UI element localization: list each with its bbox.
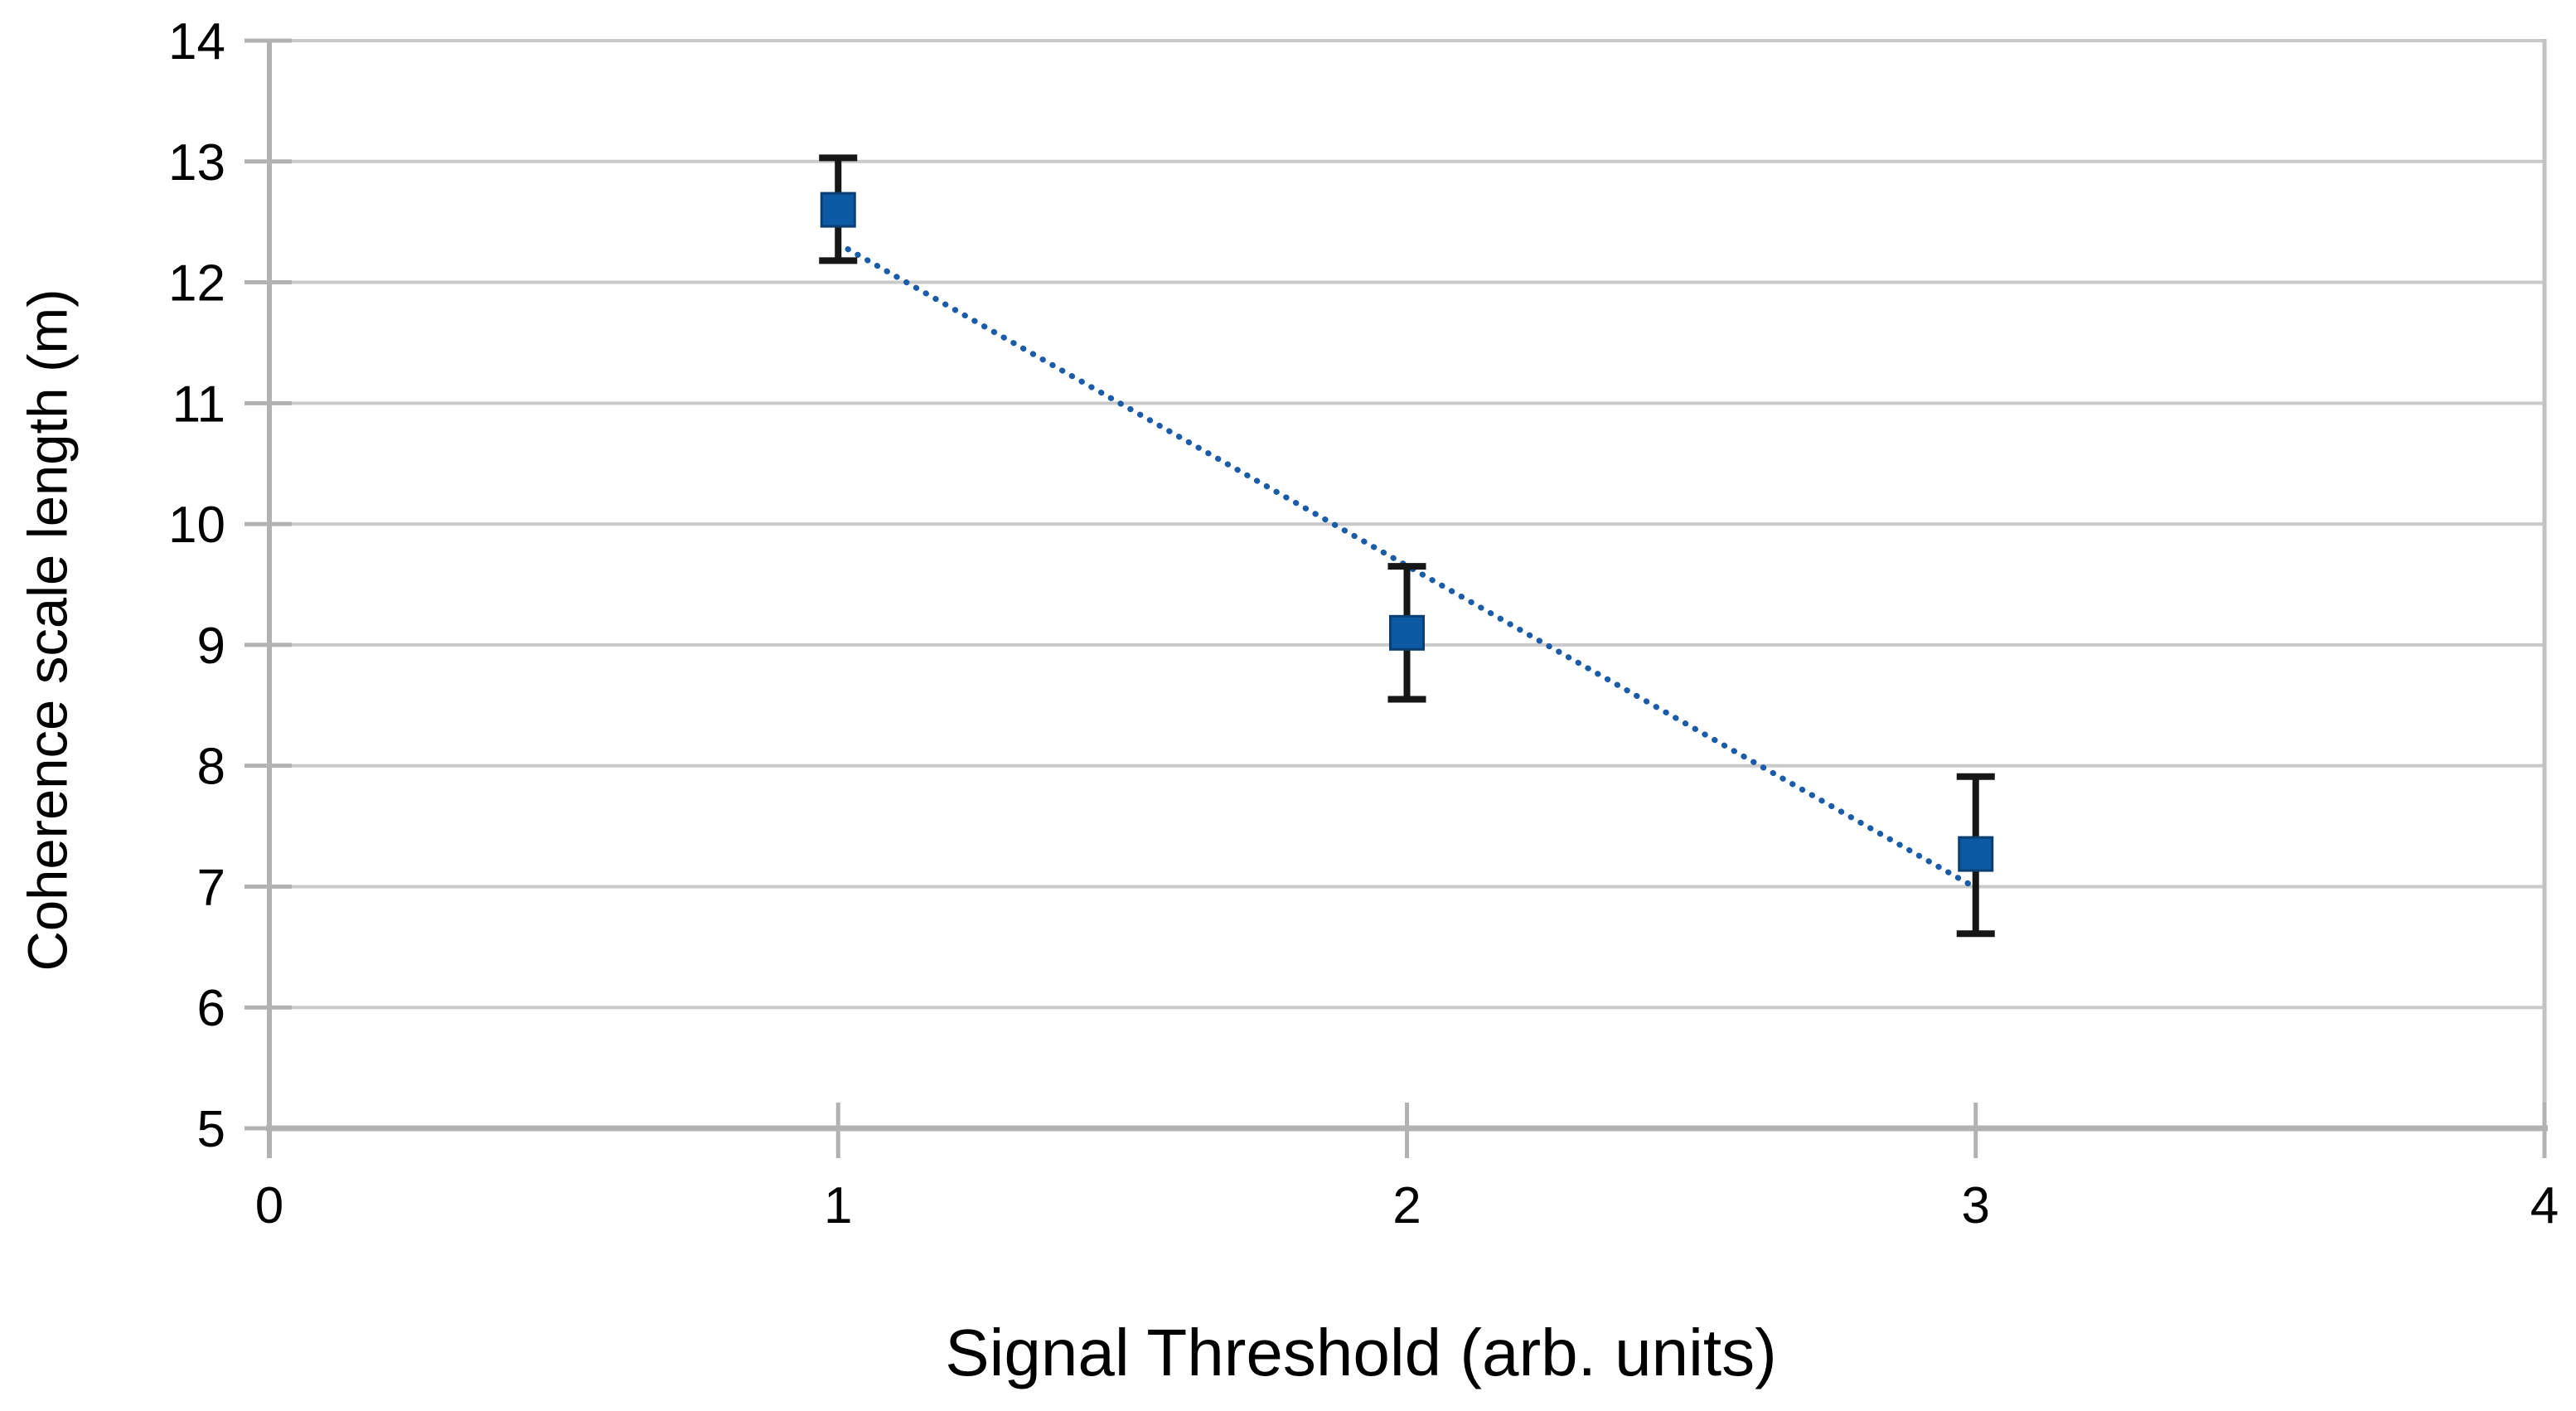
y-tick-label: 14 (168, 13, 225, 70)
x-axis-title: Signal Threshold (arb. units) (945, 1316, 1777, 1389)
y-axis-title: Coherence scale length (m) (17, 289, 80, 972)
data-point-marker (820, 192, 856, 228)
y-tick-label: 11 (172, 376, 225, 433)
y-tick-label: 8 (197, 739, 225, 796)
data-point-marker (1389, 614, 1425, 651)
data-point-marker (1958, 836, 1994, 872)
x-tick-label: 4 (2530, 1177, 2559, 1234)
y-tick-label: 13 (168, 134, 225, 192)
x-tick-label: 2 (1392, 1177, 1421, 1234)
x-tick-label: 1 (824, 1177, 852, 1234)
y-tick-label: 10 (168, 497, 225, 554)
x-tick-label: 0 (255, 1177, 283, 1234)
y-tick-label: 6 (197, 980, 225, 1037)
x-tick-label: 3 (1962, 1177, 1990, 1234)
y-tick-label: 9 (197, 618, 225, 675)
y-tick-label: 5 (197, 1101, 225, 1158)
y-tick-label: 12 (168, 255, 225, 313)
y-tick-label: 7 (197, 859, 225, 916)
